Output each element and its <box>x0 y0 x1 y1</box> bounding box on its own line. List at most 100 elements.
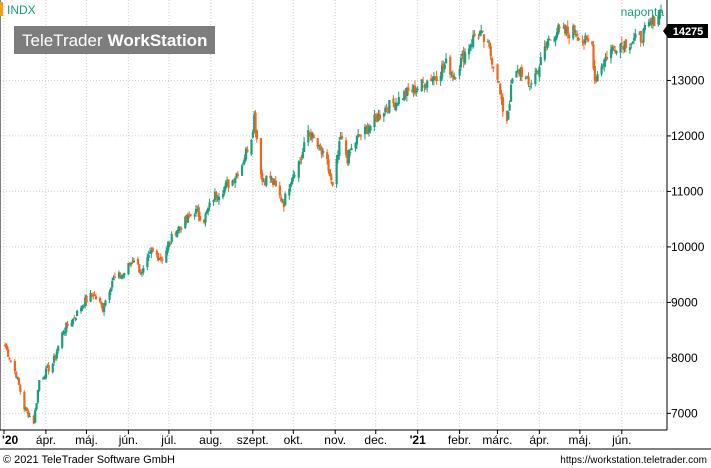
candle <box>639 30 642 47</box>
candle <box>366 122 369 135</box>
candle-body <box>70 322 73 327</box>
candle-body <box>216 198 219 200</box>
candle-body <box>568 34 571 39</box>
candle <box>508 100 511 112</box>
candle <box>85 294 88 306</box>
candle-body <box>170 233 173 243</box>
candle-body <box>244 148 248 160</box>
candle <box>297 160 300 183</box>
candle-body <box>386 111 390 113</box>
candle <box>161 256 164 264</box>
candle <box>13 359 17 375</box>
candle-body <box>350 148 353 151</box>
candle <box>642 28 645 47</box>
candle-body <box>535 70 538 73</box>
candle-body <box>319 146 322 150</box>
candle <box>643 22 646 34</box>
candle <box>496 63 499 84</box>
candle <box>497 80 500 84</box>
candle <box>101 302 104 313</box>
candle-body <box>376 116 379 122</box>
grid-lines <box>0 0 667 430</box>
candle-body <box>207 207 210 213</box>
candle <box>244 147 248 162</box>
candle <box>543 40 546 62</box>
plot-area <box>0 0 667 430</box>
candle-body <box>57 346 60 352</box>
candle-body <box>123 273 126 276</box>
candle <box>51 362 54 374</box>
candle <box>301 148 304 160</box>
candle <box>376 112 379 123</box>
candle-body <box>208 202 211 208</box>
x-tick-label: máj. <box>75 433 98 447</box>
candle <box>609 44 613 64</box>
candle <box>473 30 476 38</box>
candle <box>346 150 349 166</box>
candle-body <box>384 107 387 113</box>
candle-body <box>339 137 342 140</box>
candle-body <box>347 149 350 164</box>
candle-body <box>165 250 168 263</box>
candle-body <box>242 162 245 165</box>
candle <box>215 190 218 203</box>
candle <box>564 24 567 36</box>
candle <box>281 198 284 204</box>
candle <box>317 144 321 151</box>
candle <box>422 76 425 84</box>
candle <box>178 226 181 234</box>
candle <box>584 32 587 46</box>
candle-body <box>472 35 475 48</box>
candle <box>516 64 519 73</box>
candle-body <box>274 180 277 187</box>
candle-body <box>149 252 152 254</box>
footer-url[interactable]: https://workstation.teletrader.com <box>560 455 707 466</box>
candle <box>15 371 18 379</box>
candle-body <box>639 30 642 42</box>
candle-body <box>289 184 292 188</box>
candle-body <box>42 377 45 380</box>
candle <box>147 250 150 262</box>
candle <box>158 257 161 260</box>
candle-body <box>94 296 98 299</box>
candle <box>243 154 246 166</box>
candle-body <box>38 380 41 391</box>
candle <box>259 137 263 179</box>
candle-body <box>93 294 96 296</box>
candle-body <box>624 39 628 48</box>
candle-body <box>127 263 130 275</box>
candle-body <box>461 53 464 56</box>
candle <box>373 110 376 132</box>
candle <box>511 77 514 85</box>
candle <box>272 178 275 188</box>
candle <box>478 30 482 38</box>
candle-body <box>90 294 94 296</box>
candle-body <box>23 391 26 410</box>
x-tick-label: '20 <box>2 433 19 447</box>
candle-body <box>303 142 306 153</box>
candle-body <box>651 15 655 25</box>
candle <box>330 173 333 184</box>
candle <box>19 384 22 395</box>
candle-body <box>226 181 229 183</box>
candle <box>303 137 306 153</box>
candle <box>638 31 641 35</box>
candle <box>155 249 158 258</box>
candle-body <box>405 87 409 97</box>
candle-body <box>327 159 330 171</box>
candle <box>358 134 361 137</box>
candle-body <box>147 254 150 258</box>
x-tick-label: szept. <box>237 433 269 447</box>
candle-body <box>335 158 338 185</box>
candle <box>545 41 548 51</box>
candle <box>165 247 168 264</box>
candle-body <box>481 30 484 32</box>
candle <box>17 377 21 386</box>
candle <box>278 181 281 199</box>
candle-body <box>403 91 406 101</box>
candle <box>307 124 310 147</box>
candle <box>339 131 342 140</box>
candle-body <box>565 28 568 34</box>
candle-body <box>412 85 415 92</box>
candle-body <box>601 65 605 67</box>
